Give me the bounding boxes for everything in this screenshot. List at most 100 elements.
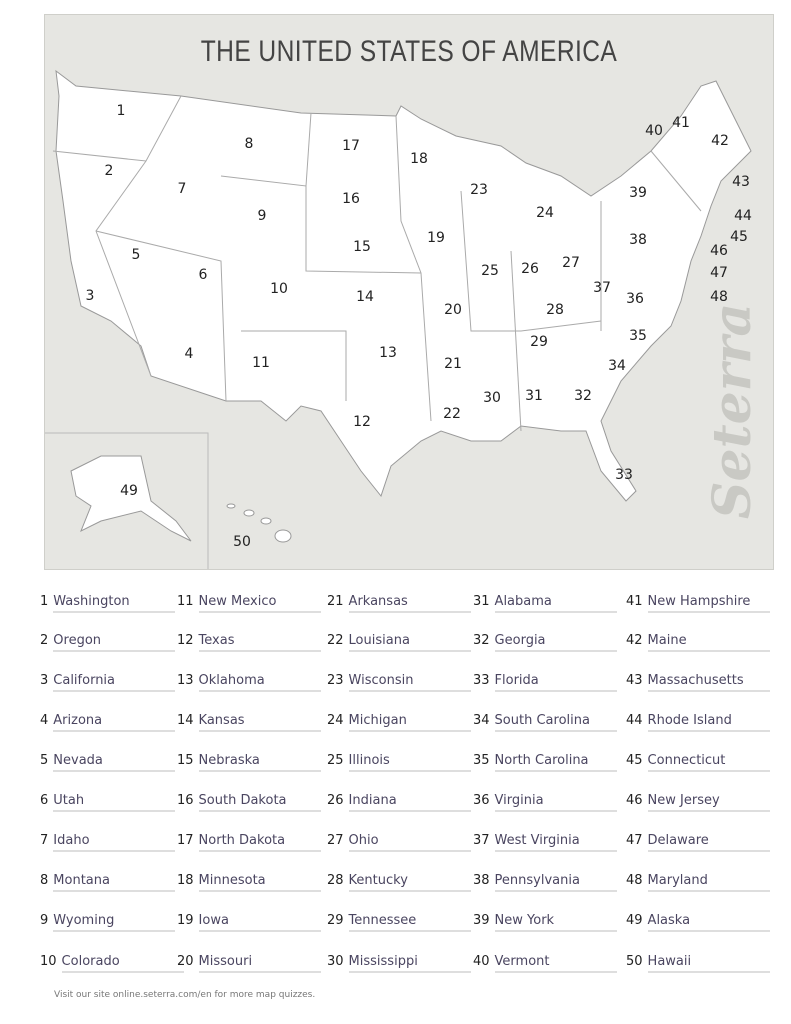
answer-field[interactable]: West Virginia — [494, 833, 617, 852]
answer-field[interactable]: Illinois — [348, 753, 471, 772]
answer-field[interactable]: Idaho — [53, 833, 176, 852]
answer-field[interactable]: New Hampshire — [647, 594, 770, 613]
item-number: 1 — [40, 594, 49, 609]
answer-field[interactable]: Colorado — [61, 954, 184, 973]
answer-field[interactable]: Arizona — [53, 713, 176, 732]
list-item: 32 Georgia — [473, 633, 617, 652]
map-label-48: 48 — [710, 289, 728, 305]
map-label-44: 44 — [734, 208, 752, 224]
answer-field[interactable]: South Dakota — [198, 793, 321, 812]
answer-field[interactable]: Washington — [53, 594, 176, 613]
answer-field[interactable]: Florida — [494, 673, 617, 692]
answer-field[interactable]: Alabama — [494, 594, 617, 613]
answer-field[interactable]: Kentucky — [348, 873, 471, 892]
answer-field[interactable]: Alaska — [647, 913, 770, 932]
answer-field[interactable]: Ohio — [348, 833, 471, 852]
map-label-14: 14 — [356, 289, 374, 305]
map-label-27: 27 — [562, 255, 580, 271]
map-label-28: 28 — [546, 302, 564, 318]
answer-field[interactable]: Nebraska — [198, 753, 321, 772]
answer-field[interactable]: Wyoming — [53, 913, 176, 932]
list-item: 31 Alabama — [473, 594, 617, 613]
list-item: 8 Montana — [40, 873, 176, 892]
map-label-43: 43 — [732, 174, 750, 190]
answer-field[interactable]: Delaware — [647, 833, 770, 852]
list-item: 27 Ohio — [327, 833, 471, 852]
answer-field[interactable]: Vermont — [494, 954, 617, 973]
item-number: 28 — [327, 873, 344, 888]
list-item: 41 New Hampshire — [626, 594, 770, 613]
map-label-34: 34 — [608, 358, 626, 374]
item-number: 37 — [473, 833, 490, 848]
map-label-46: 46 — [710, 243, 728, 259]
item-number: 40 — [473, 954, 490, 969]
item-number: 24 — [327, 713, 344, 728]
answer-field[interactable]: Maryland — [647, 873, 770, 892]
answer-field[interactable]: Wisconsin — [348, 673, 471, 692]
answer-field[interactable]: Connecticut — [647, 753, 770, 772]
answer-field[interactable]: New Mexico — [198, 594, 321, 613]
answer-field[interactable]: Montana — [53, 873, 176, 892]
answer-field[interactable]: New Jersey — [647, 793, 770, 812]
item-number: 8 — [40, 873, 49, 888]
answer-field[interactable]: Hawaii — [647, 954, 770, 973]
answer-field[interactable]: Michigan — [348, 713, 471, 732]
answer-field[interactable]: Oklahoma — [198, 673, 321, 692]
answer-field[interactable]: Minnesota — [198, 873, 321, 892]
answer-field[interactable]: Oregon — [53, 633, 176, 652]
map-label-36: 36 — [626, 291, 644, 307]
contiguous-us-shape — [55, 69, 752, 502]
map-label-19: 19 — [427, 230, 445, 246]
answer-field[interactable]: South Carolina — [494, 713, 617, 732]
answer-field[interactable]: North Carolina — [494, 753, 617, 772]
map-label-26: 26 — [521, 261, 539, 277]
item-number: 13 — [177, 673, 194, 688]
answer-field[interactable]: Mississippi — [348, 954, 471, 973]
item-number: 30 — [327, 954, 344, 969]
answer-field[interactable]: Pennsylvania — [494, 873, 617, 892]
answer-field[interactable]: Massachusetts — [647, 673, 770, 692]
item-number: 32 — [473, 633, 490, 648]
answer-field[interactable]: Iowa — [198, 913, 321, 932]
answer-field[interactable]: Louisiana — [348, 633, 471, 652]
list-item: 1 Washington — [40, 594, 176, 613]
answer-field[interactable]: California — [53, 673, 176, 692]
list-item: 36 Virginia — [473, 793, 617, 812]
list-item: 21 Arkansas — [327, 594, 471, 613]
list-item: 11 New Mexico — [177, 594, 321, 613]
item-number: 4 — [40, 713, 49, 728]
map-label-25: 25 — [481, 263, 499, 279]
answer-field[interactable]: North Dakota — [198, 833, 321, 852]
item-number: 50 — [626, 954, 643, 969]
answer-field[interactable]: Virginia — [494, 793, 617, 812]
list-item: 2 Oregon — [40, 633, 176, 652]
answer-field[interactable]: Utah — [53, 793, 176, 812]
list-item: 46 New Jersey — [626, 793, 770, 812]
item-number: 26 — [327, 793, 344, 808]
list-item: 48 Maryland — [626, 873, 770, 892]
answer-field[interactable]: Texas — [198, 633, 321, 652]
list-item: 28 Kentucky — [327, 873, 471, 892]
item-number: 33 — [473, 673, 490, 688]
answer-field[interactable]: Maine — [647, 633, 770, 652]
list-item: 17 North Dakota — [177, 833, 321, 852]
answer-field[interactable]: Tennessee — [348, 913, 471, 932]
answer-field[interactable]: Georgia — [494, 633, 617, 652]
answer-field[interactable]: Rhode Island — [647, 713, 770, 732]
map-label-31: 31 — [525, 388, 543, 404]
map-label-10: 10 — [270, 281, 288, 297]
answer-field[interactable]: Kansas — [198, 713, 321, 732]
answer-field[interactable]: Arkansas — [348, 594, 471, 613]
answer-field[interactable]: Missouri — [198, 954, 321, 973]
answer-field[interactable]: Nevada — [53, 753, 176, 772]
item-number: 15 — [177, 753, 194, 768]
map-label-22: 22 — [443, 406, 461, 422]
answer-field[interactable]: Indiana — [348, 793, 471, 812]
map-label-29: 29 — [530, 334, 548, 350]
list-item: 23 Wisconsin — [327, 673, 471, 692]
list-item: 47 Delaware — [626, 833, 770, 852]
list-item: 14 Kansas — [177, 713, 321, 732]
list-item: 44 Rhode Island — [626, 713, 770, 732]
item-number: 7 — [40, 833, 49, 848]
answer-field[interactable]: New York — [494, 913, 617, 932]
